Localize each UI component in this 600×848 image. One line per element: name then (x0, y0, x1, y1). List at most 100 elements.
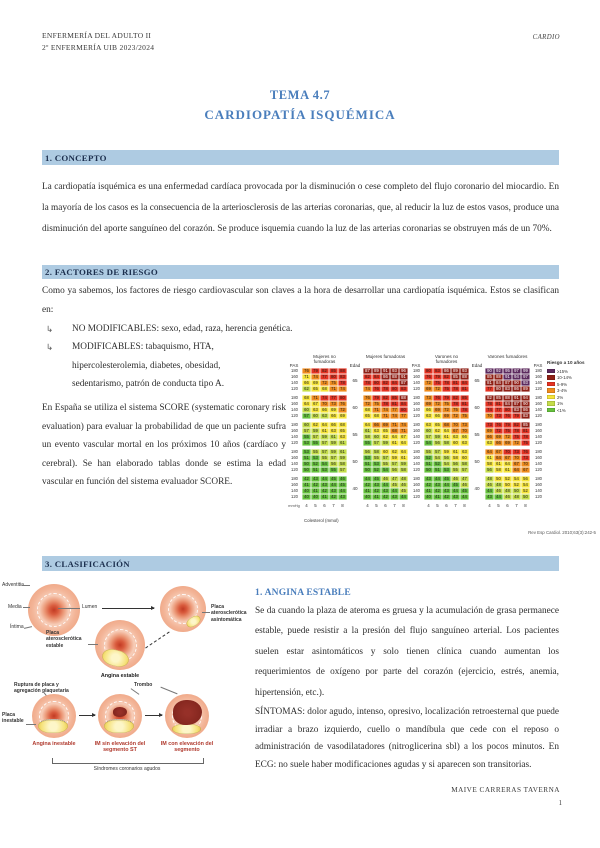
score-cell: 42 (311, 482, 320, 488)
score-pas-value: 160 (291, 455, 298, 460)
score-row: 57 59 61 63 65 (302, 428, 347, 434)
score-cell: 43 (485, 494, 494, 500)
score-cell: 62 (433, 428, 442, 434)
score-pas-label: PAS (289, 363, 299, 368)
score-cell: 57 (338, 467, 347, 473)
score-cell: 78 (460, 407, 469, 413)
score-cell: 44 (338, 488, 347, 494)
score-cell: 75 (503, 428, 512, 434)
score-cell: 75 (372, 401, 381, 407)
score-cell: 87 (363, 368, 372, 374)
score-cell: 41 (424, 488, 433, 494)
artery-nstemi (98, 694, 142, 738)
score-cell: 76 (494, 422, 503, 428)
score-age-block: 53 55 57 59 61 51 53 55 57 59 50 52 54 56 58 50 51 53 55 57 (302, 449, 347, 473)
score-cell: 55 (363, 440, 372, 446)
score-age-value: 50 (474, 458, 480, 464)
score-cell: 57 (460, 467, 469, 473)
score-pas-value: 180 (413, 395, 420, 400)
score-age-block: 76 79 82 85 88 72 75 78 81 84 68 71 74 77 80 65 68 71 74 77 (363, 395, 408, 419)
score-legend-row: 10-14% (547, 375, 599, 380)
score-age-value: 50 (352, 458, 358, 464)
label-intima: Íntima (10, 624, 24, 630)
score-chart-part: 180 160 140 120 (532, 449, 544, 473)
score-row: 42 43 44 45 46 (363, 482, 408, 488)
score-age-axis: Edad 65 60 55 50 40 (349, 354, 361, 503)
score-cell: 54 (381, 467, 390, 473)
score-cell: 45 (460, 488, 469, 494)
score-legend-label: 3-4% (557, 388, 568, 393)
score-cell: 73 (424, 395, 433, 401)
score-cell: 68 (320, 386, 329, 392)
score-cell: 64 (390, 434, 399, 440)
label-trombo: Trombo (134, 682, 153, 688)
score-cell: 66 (433, 413, 442, 419)
score-cell: 84 (494, 380, 503, 386)
score-age-block: 87 89 91 93 96 82 84 86 88 91 78 80 82 84 87 74 76 78 80 83 (363, 368, 408, 392)
score-cell: 61 (503, 467, 512, 473)
score-cell: 85 (460, 395, 469, 401)
score-cell: 43 (372, 482, 381, 488)
score-row: 50 51 53 55 57 (424, 467, 469, 473)
score-cell: 44 (485, 488, 494, 494)
score-cell: 93 (390, 368, 399, 374)
score-age-value: 60 (474, 404, 480, 410)
score-age-block: 76 79 82 85 88 71 74 77 80 83 66 69 72 75 78 62 65 68 71 74 (302, 368, 347, 392)
score-cell: 93 (460, 368, 469, 374)
score-cell: 45 (329, 476, 338, 482)
score-cell: 82 (442, 374, 451, 380)
score-cell: 45 (338, 482, 347, 488)
score-cell: 55 (329, 467, 338, 473)
score-cell: 61 (451, 449, 460, 455)
score-cell: 61 (494, 461, 503, 467)
score-chart-part: 180 160 140 120 (288, 395, 300, 419)
score-pas-value: 140 (535, 461, 542, 466)
score-pas-value: 140 (413, 488, 420, 493)
score-cell: 66 (485, 434, 494, 440)
score-pas-value: 140 (291, 407, 298, 412)
score-cell: 41 (433, 494, 442, 500)
score-edad-label: Edad (471, 363, 483, 368)
score-pas-value: 120 (535, 440, 542, 445)
score-cell: 72 (451, 413, 460, 419)
score-pas-value: 180 (535, 395, 542, 400)
artery-asymptomatic-plaque (160, 586, 206, 632)
score-pas-value: 180 (535, 476, 542, 481)
score-row: 72 75 78 81 84 (363, 401, 408, 407)
score-cell: 56 (442, 455, 451, 461)
score-legend-row: <1% (547, 408, 599, 413)
score-cell: 82 (320, 368, 329, 374)
score-cell: 90 (512, 380, 521, 386)
caption-im-con-elevacion: IM con elevación del segmento (160, 741, 214, 754)
score-cell: 76 (521, 449, 530, 455)
score-cell: 94 (512, 374, 521, 380)
angina-estable-heading: 1. ANGINA ESTABLE (255, 588, 351, 598)
score-row: 50 51 53 55 57 (302, 467, 347, 473)
score-pas-axis: PAS 180 160 140 120 180 160 140 120 180 160 140 120 1… (532, 354, 544, 503)
score-row: 61 64 67 70 73 (485, 455, 530, 461)
score-cell: 44 (329, 482, 338, 488)
score-cell: 52 (424, 455, 433, 461)
score-cell: 83 (512, 407, 521, 413)
score-cell: 45 (451, 482, 460, 488)
score-cell: 60 (451, 440, 460, 446)
score-legend-swatch (547, 368, 555, 374)
score-group-title: Varones fumadores (487, 354, 528, 359)
score-cell: 64 (399, 449, 408, 455)
score-pas-value: 160 (535, 455, 542, 460)
artery-normal (28, 584, 80, 636)
score-cell: 86 (381, 374, 390, 380)
score-cell: 70 (451, 422, 460, 428)
score-legend-label: 2% (557, 394, 564, 400)
score-cell: 63 (372, 428, 381, 434)
score-age-value: 40 (352, 485, 358, 491)
score-cell: 72 (338, 407, 347, 413)
score-cell: 53 (302, 440, 311, 446)
score-age-value: 55 (474, 431, 480, 437)
score-cell: 66 (329, 422, 338, 428)
score-group-grid: Mujeres fumadoras 87 89 91 93 96 82 84 86 88 91 78 8… (363, 354, 408, 508)
score-row: 78 81 84 87 90 (485, 401, 530, 407)
score-cell: 61 (338, 440, 347, 446)
score-cell: 47 (390, 476, 399, 482)
score-chart-part: 180 160 140 120 (532, 422, 544, 446)
